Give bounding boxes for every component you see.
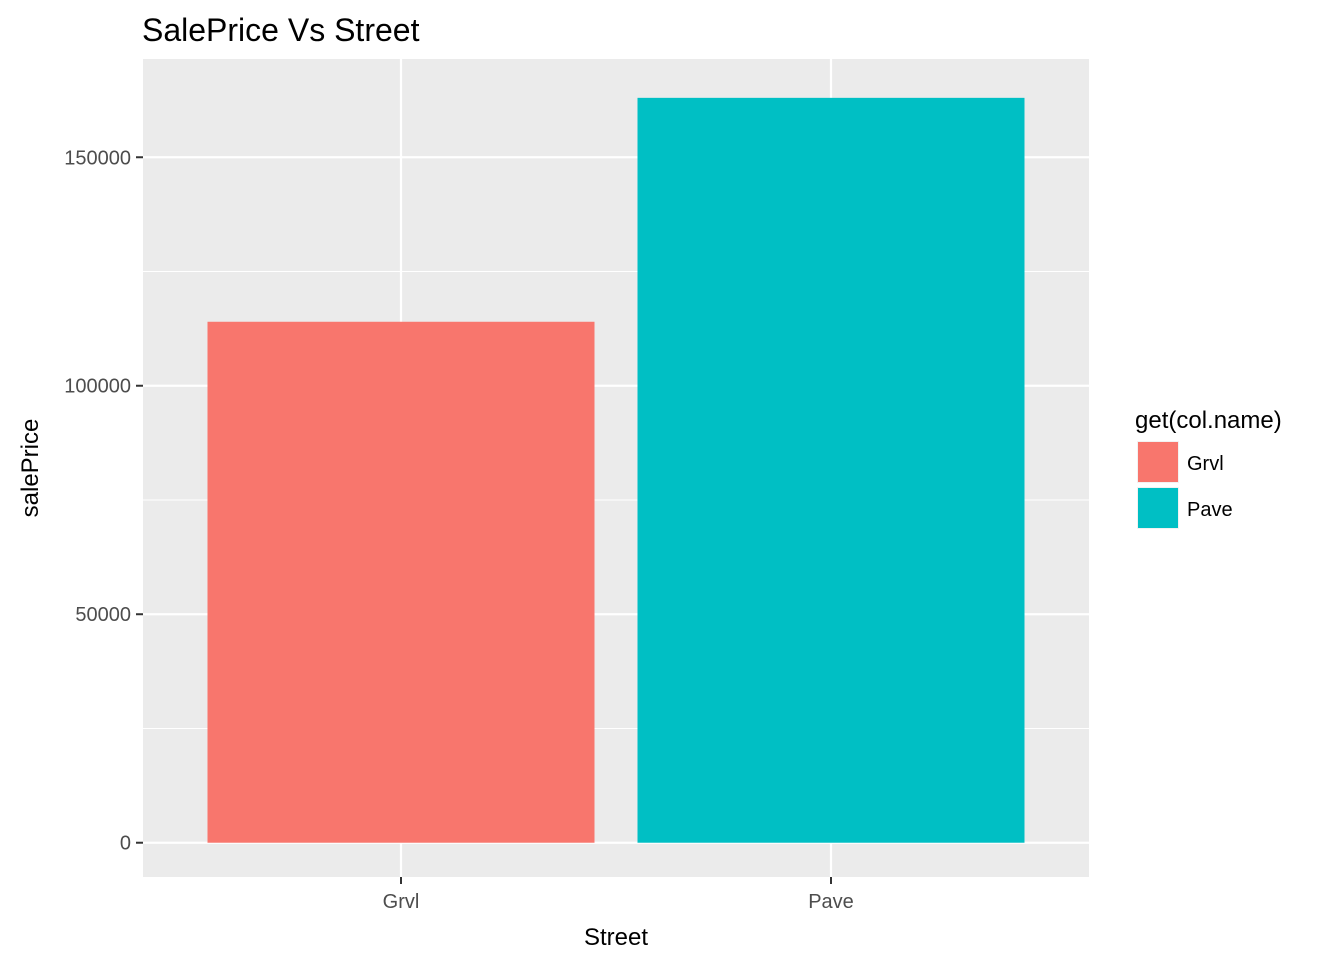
chart-title: SalePrice Vs Street <box>142 12 420 48</box>
x-tick-label: Grvl <box>383 891 420 913</box>
y-axis: 0 50000 100000 150000 <box>64 147 143 855</box>
y-tick-label: 150000 <box>64 147 131 169</box>
legend-key-pave <box>1138 488 1178 528</box>
x-tick-label: Pave <box>808 891 854 913</box>
legend-label-grvl: Grvl <box>1187 453 1224 475</box>
legend-key-grvl <box>1138 442 1178 482</box>
y-tick-label: 100000 <box>64 376 131 398</box>
x-axis: Grvl Pave <box>383 877 854 913</box>
y-tick-label: 0 <box>120 833 131 855</box>
legend-title: get(col.name) <box>1135 407 1282 434</box>
bar-grvl <box>207 321 595 843</box>
y-axis-title: salePrice <box>17 419 44 518</box>
legend-label-pave: Pave <box>1187 499 1233 521</box>
legend-items: Grvl Pave <box>1137 441 1233 529</box>
bar-pave <box>637 97 1025 843</box>
y-tick-label: 50000 <box>75 604 131 626</box>
x-axis-title: Street <box>584 924 648 951</box>
bars <box>207 97 1025 843</box>
legend: get(col.name) Grvl Pave <box>1135 407 1282 529</box>
